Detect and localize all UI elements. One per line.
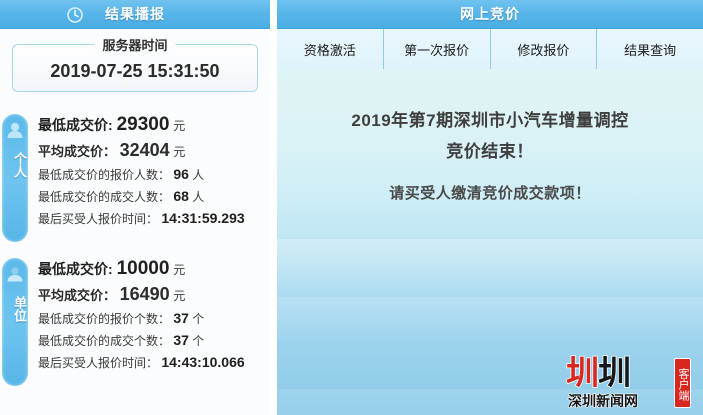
panel-title: 网上竞价: [460, 6, 520, 22]
announcement-line-2: 竞价结束！: [446, 142, 534, 161]
tab-qualification-activation[interactable]: 资格激活: [277, 29, 384, 69]
row-label: 最低成交价的报价个数：: [38, 312, 171, 326]
row-label: 最低成交价的成交个数：: [38, 334, 171, 348]
result-group-company: 单位 最低成交价: 10000 元 平均成交价： 16490 元 最低成交价的报…: [0, 256, 270, 396]
table-row: 最低成交价的报价人数： 96 人: [38, 163, 266, 185]
table-row: 平均成交价： 16490 元: [38, 282, 266, 307]
watermark-subtitle: 深圳新闻网: [567, 392, 638, 409]
announcement-text: 2019年第7期深圳市小汽车增量调控 竞价结束！ 请买受人缴清竞价成交款项！: [277, 105, 703, 207]
row-value: 68: [173, 188, 189, 204]
tab-label: 第一次报价: [404, 42, 470, 58]
person-icon: [2, 120, 28, 146]
tab-first-bid[interactable]: 第一次报价: [384, 29, 491, 69]
announcement-line-1: 2019年第7期深圳市小汽车增量调控: [351, 111, 629, 130]
tab-label: 资格激活: [303, 42, 356, 58]
server-time-label: 服务器时间: [94, 35, 176, 54]
result-rows-individual: 最低成交价: 29300 元 平均成交价： 32404 元 最低成交价的报价人数…: [38, 112, 266, 229]
tab-result-query[interactable]: 结果查询: [597, 29, 703, 69]
watermark-mark-dark: 圳: [597, 353, 632, 392]
online-bidding-header: 网上竞价: [277, 0, 703, 29]
table-row: 最后买受人报价时间： 14:31:59.293: [38, 207, 266, 229]
row-label: 最低成交价:: [38, 117, 113, 133]
sidebar-tab-company[interactable]: 单位: [2, 258, 28, 386]
result-group-individual: 个人 最低成交价: 29300 元 平均成交价： 32404 元 最低成交价的报…: [0, 112, 270, 252]
table-row: 最低成交价的报价个数： 37 个: [38, 307, 266, 329]
server-time-box: 服务器时间 2019-07-25 15:31:50: [12, 35, 258, 92]
person-icon: [2, 264, 28, 290]
sidebar-tab-individual[interactable]: 个人: [2, 114, 28, 242]
row-value: 32404: [119, 140, 170, 160]
server-time-value: 2019-07-25 15:31:50: [50, 61, 220, 81]
watermark-mark: 圳圳: [565, 353, 632, 392]
row-unit: 个: [192, 334, 205, 348]
row-label: 最后买受人报价时间：: [38, 212, 159, 226]
announcement-stage: 2019年第7期深圳市小汽车增量调控 竞价结束！ 请买受人缴清竞价成交款项！ 圳…: [277, 69, 703, 415]
row-label: 平均成交价：: [38, 144, 117, 159]
table-row: 最低成交价: 29300 元: [38, 112, 266, 138]
clock-icon: [66, 5, 84, 23]
row-value: 10000: [116, 258, 170, 279]
row-value: 29300: [116, 114, 170, 135]
row-unit: 元: [173, 263, 186, 277]
sidebar-tab-company-label: 单位: [12, 296, 27, 322]
row-value: 14:43:10.066: [161, 354, 245, 370]
row-unit: 个: [192, 312, 205, 326]
watermark-glyphs: 圳圳: [565, 353, 632, 392]
row-value: 37: [173, 332, 189, 348]
row-value: 96: [173, 166, 189, 182]
table-row: 最后买受人报价时间： 14:43:10.066: [38, 351, 266, 373]
tab-label: 结果查询: [624, 42, 677, 58]
bidding-tab-bar: 资格激活 第一次报价 修改报价 结果查询: [277, 29, 703, 70]
tab-label: 修改报价: [517, 42, 570, 58]
row-label: 平均成交价：: [38, 288, 117, 303]
horizon-haze-middle: [277, 297, 703, 341]
sidebar-tab-individual-label: 个人: [12, 152, 27, 178]
announcement-line-3: 请买受人缴清竞价成交款项！: [389, 185, 591, 202]
result-rows-company: 最低成交价: 10000 元 平均成交价： 16490 元 最低成交价的报价个数…: [38, 256, 266, 373]
table-row: 最低成交价的成交个数： 37 个: [38, 329, 266, 351]
horizon-haze-upper: [277, 239, 703, 299]
row-unit: 元: [173, 289, 186, 303]
watermark-mark-red: 圳: [565, 353, 600, 392]
row-value: 14:31:59.293: [161, 210, 245, 226]
result-broadcast-header: 结果播报: [0, 0, 270, 29]
row-value: 37: [173, 310, 189, 326]
watermark-logo: 圳圳 深圳新闻网 客户端: [565, 353, 691, 411]
row-label: 最后买受人报价时间：: [38, 356, 159, 370]
table-row: 平均成交价： 32404 元: [38, 138, 266, 163]
table-row: 最低成交价的成交人数： 68 人: [38, 185, 266, 207]
row-label: 最低成交价的报价人数：: [38, 168, 171, 182]
horizon-haze-lower: [277, 389, 703, 415]
table-row: 最低成交价: 10000 元: [38, 256, 266, 282]
tab-modify-bid[interactable]: 修改报价: [491, 29, 598, 69]
watermark-badge: 客户端: [674, 358, 691, 408]
row-unit: 元: [173, 119, 186, 133]
result-broadcast-panel: 结果播报 服务器时间 2019-07-25 15:31:50 个人 最低成交价:: [0, 0, 270, 415]
online-bidding-panel: 网上竞价 资格激活 第一次报价 修改报价 结果查询 2019年第7期深圳市小汽车…: [277, 0, 703, 415]
row-unit: 元: [173, 145, 186, 159]
row-value: 16490: [119, 284, 170, 304]
row-label: 最低成交价的成交人数：: [38, 190, 171, 204]
row-label: 最低成交价:: [38, 261, 113, 277]
row-unit: 人: [192, 168, 205, 182]
panel-title: 结果播报: [105, 6, 165, 22]
row-unit: 人: [192, 190, 205, 204]
